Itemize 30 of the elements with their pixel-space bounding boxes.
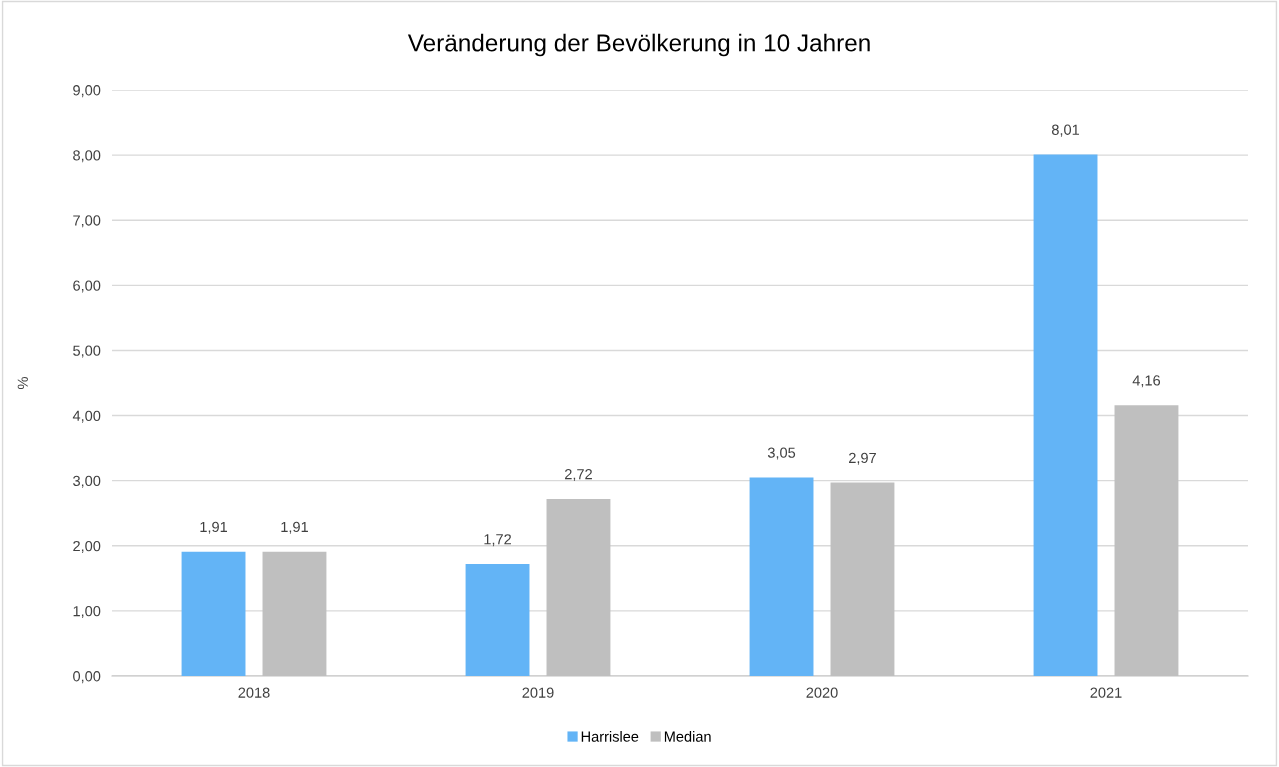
data-label: 3,05 xyxy=(767,447,796,460)
data-label: 1,91 xyxy=(281,521,308,534)
legend-label: Harrislee xyxy=(581,731,639,742)
y-tick-label: 9,00 xyxy=(73,85,101,98)
data-label: 1,72 xyxy=(484,534,511,547)
data-label: 8,01 xyxy=(1051,124,1080,137)
chart-title: Veränderung der Bevölkerung in 10 Jahren xyxy=(407,33,870,57)
x-tick-label: 2020 xyxy=(806,687,838,698)
bar xyxy=(181,551,246,676)
y-tick-label: 0,00 xyxy=(73,671,101,684)
data-label: 2,97 xyxy=(849,452,876,465)
data-label: 2,72 xyxy=(565,469,592,482)
y-tick-label: 4,00 xyxy=(72,410,101,423)
x-tick-label: 2018 xyxy=(238,687,270,698)
x-tick-label: 2021 xyxy=(1090,687,1122,698)
y-axis-title: % xyxy=(17,377,28,389)
bar xyxy=(749,477,814,676)
y-tick-label: 8,00 xyxy=(73,150,101,163)
legend-label: Median xyxy=(664,731,711,742)
y-tick-label: 7,00 xyxy=(73,215,101,228)
y-tick-label: 3,00 xyxy=(73,475,101,488)
x-tick-label: 2019 xyxy=(522,687,554,698)
bar xyxy=(1033,154,1098,676)
data-label: 1,91 xyxy=(200,521,228,534)
y-tick-label: 2,00 xyxy=(73,540,101,553)
data-label: 4,16 xyxy=(1132,375,1161,388)
y-tick-label: 1,00 xyxy=(73,605,101,619)
bar xyxy=(465,564,530,676)
y-tick-label: 5,00 xyxy=(73,345,101,358)
y-tick-label: 6,00 xyxy=(73,280,101,293)
